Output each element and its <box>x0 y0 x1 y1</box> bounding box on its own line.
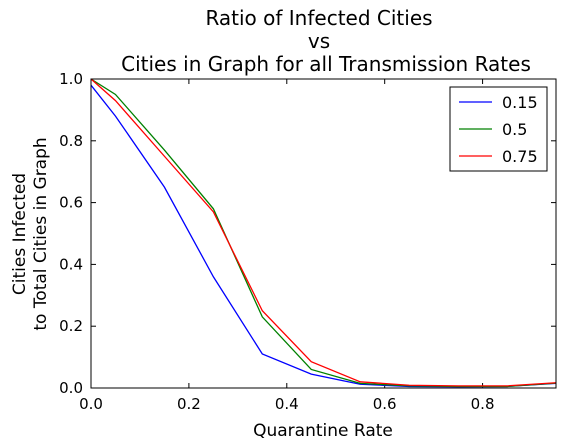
legend-label: 0.15 <box>502 93 538 112</box>
chart-title-line-3: Cities in Graph for all Transmission Rat… <box>121 52 531 76</box>
x-tick-label: 0.6 <box>373 395 397 413</box>
x-axis-label: Quarantine Rate <box>253 421 393 441</box>
legend: 0.15 0.5 0.75 <box>450 87 547 171</box>
x-tick-label: 0.4 <box>275 395 299 413</box>
chart-title-line-1: Ratio of Infected Cities <box>205 6 432 30</box>
chart-title: Ratio of Infected Cities vs Cities in Gr… <box>121 6 531 76</box>
legend-label: 0.75 <box>502 147 538 166</box>
y-tick-label: 0.8 <box>59 132 83 150</box>
x-tick-label: 0.8 <box>471 395 495 413</box>
y-tick-label: 0.4 <box>59 255 83 273</box>
y-tick-label: 0.2 <box>59 317 83 335</box>
chart-title-line-2: vs <box>308 29 330 53</box>
y-tick-label: 1.0 <box>59 70 83 88</box>
x-tick-label: 0.2 <box>177 395 201 413</box>
y-axis-label: Cities Infected to Total Cities in Graph <box>10 137 51 330</box>
y-axis-label-line-1: Cities Infected <box>10 173 30 295</box>
legend-label: 0.5 <box>502 120 527 139</box>
y-tick-label: 0.0 <box>59 379 83 397</box>
y-axis-label-line-2: to Total Cities in Graph <box>31 137 51 330</box>
x-tick-label: 0.0 <box>79 395 103 413</box>
y-tick-label: 0.6 <box>59 194 83 212</box>
